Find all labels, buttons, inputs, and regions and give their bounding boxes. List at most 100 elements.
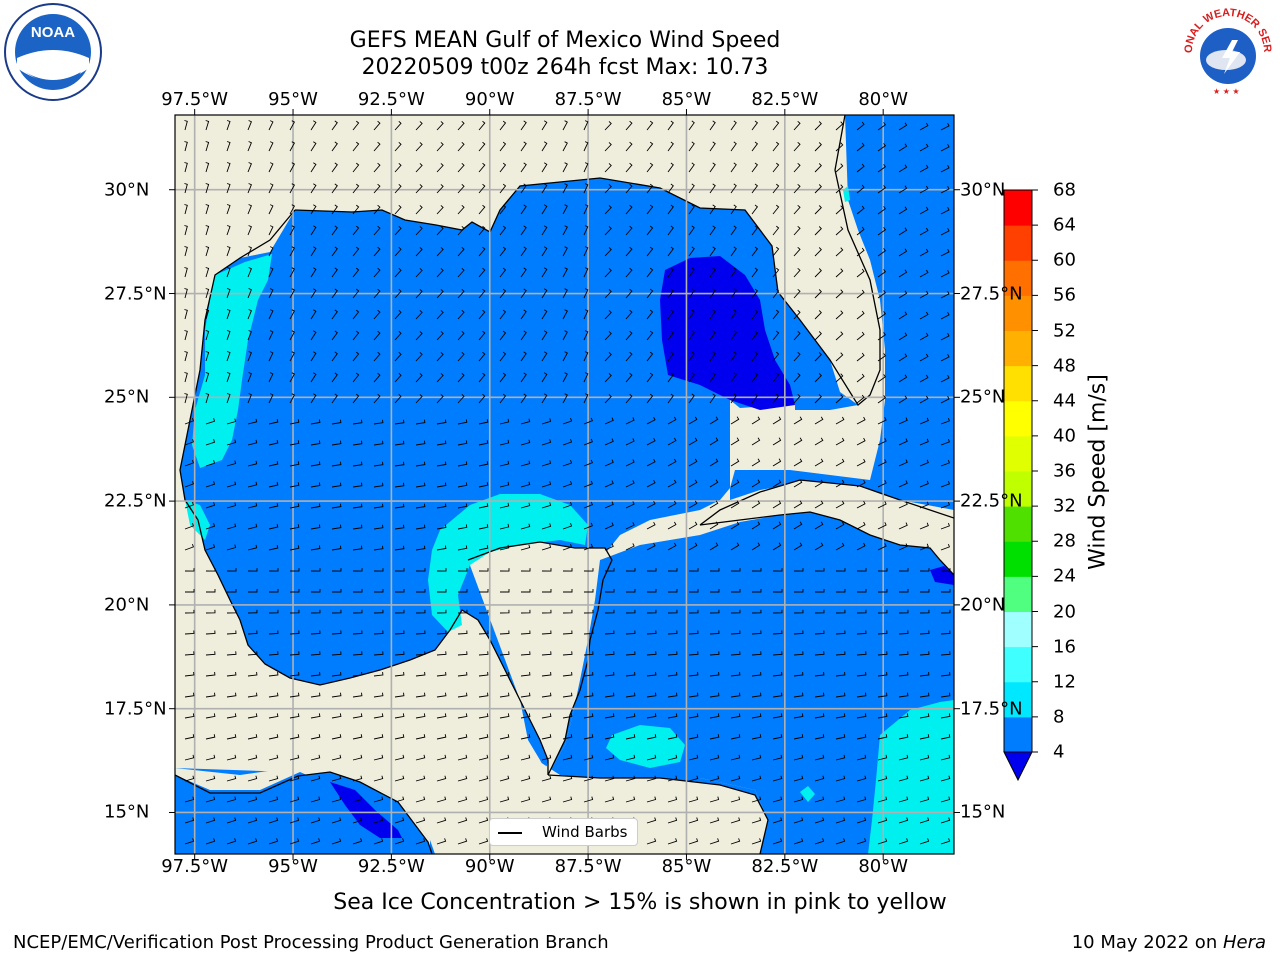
wind-barb: [520, 162, 527, 173]
wind-barb: [394, 372, 402, 383]
wind-barb: [394, 838, 405, 845]
wind-barb: [247, 225, 252, 236]
wind-barb: [815, 589, 825, 593]
wind-barb: [709, 692, 720, 698]
wind-barb: [373, 838, 384, 845]
wind-barb: [457, 204, 465, 215]
wind-barb: [877, 164, 887, 173]
wind-barb: [898, 164, 908, 173]
wind-barb: [289, 734, 300, 740]
wind-barb: [331, 545, 342, 551]
wind-barb: [394, 246, 402, 257]
wind-barb: [877, 143, 887, 152]
wind-barb: [310, 309, 317, 320]
wind-barb: [184, 713, 195, 719]
wind-barb: [541, 775, 552, 782]
wind-barb: [268, 141, 274, 152]
wind-barb: [940, 501, 950, 509]
wind-barb: [457, 351, 465, 362]
wind-barb: [331, 838, 342, 845]
wind-barb: [646, 754, 657, 761]
wind-barb: [689, 589, 699, 593]
wind-barb: [436, 121, 444, 131]
wind-barb: [730, 479, 740, 488]
wind-barb: [668, 589, 678, 593]
low-wind-zone-pacific: [330, 782, 402, 838]
wind-barb: [310, 630, 321, 635]
wind-barb: [919, 692, 930, 698]
wind-barb: [520, 246, 527, 257]
wind-barb: [751, 692, 762, 698]
wind-barb: [184, 671, 195, 677]
wind-barb: [289, 246, 296, 257]
wind-barb: [268, 460, 279, 467]
wind-barb: [646, 542, 656, 551]
wind-barb: [499, 309, 507, 320]
wind-barb: [373, 309, 381, 320]
colorbar-tick-label: 36: [1053, 460, 1076, 482]
wind-barb: [856, 394, 865, 404]
wind-barb: [793, 671, 804, 677]
wind-barb: [457, 141, 465, 152]
wind-barb: [268, 309, 274, 320]
wind-barb: [394, 568, 405, 572]
wind-barb: [751, 754, 762, 761]
wind-barb: [184, 817, 195, 824]
wind-barb: [310, 503, 321, 509]
wind-barb: [373, 351, 381, 362]
wind-barb: [751, 372, 759, 383]
wind-barb: [415, 692, 426, 698]
colorbar-segment: [1004, 681, 1032, 718]
wind-barb: [268, 183, 274, 194]
wind-barb: [289, 267, 296, 278]
colorbar-segment: [1004, 716, 1032, 753]
wind-barb: [772, 393, 780, 404]
wind-barb: [394, 330, 402, 341]
wind-barb: [499, 796, 510, 803]
wind-barb: [478, 288, 486, 299]
wind-barb: [667, 775, 678, 782]
wind-barb: [856, 184, 865, 194]
wind-barb: [289, 183, 296, 194]
wind-barb: [940, 568, 951, 572]
wind-barb: [751, 225, 759, 236]
wind-barb: [583, 351, 589, 362]
wind-barb: [499, 330, 507, 341]
wind-barb: [709, 309, 716, 320]
cuba-land: [700, 480, 954, 575]
wind-barb: [205, 817, 216, 824]
wind-barb: [877, 459, 887, 467]
wind-barb: [919, 522, 929, 530]
lon-label-top: 95°W: [268, 89, 318, 110]
wind-barb: [919, 143, 929, 152]
wind-barb: [688, 162, 695, 173]
wind-barb: [499, 372, 507, 383]
wind-barb: [877, 227, 887, 236]
wind-barb: [835, 796, 846, 803]
wind-barb: [583, 501, 593, 509]
wind-barb: [415, 440, 426, 446]
wind-barb: [878, 589, 888, 593]
caption: Sea Ice Concentration > 15% is shown in …: [333, 890, 947, 915]
wind-barb: [835, 651, 846, 656]
wind-barb: [793, 521, 803, 530]
wind-barb: [898, 501, 908, 509]
wind-barb: [478, 692, 489, 698]
wind-barb: [793, 734, 804, 740]
wind-barb: [877, 417, 887, 425]
wind-barb: [877, 374, 887, 383]
wind-barb: [331, 183, 338, 194]
wind-barb: [604, 796, 615, 803]
wind-barb: [646, 796, 657, 803]
lat-label-right: 30°N: [960, 179, 1006, 201]
wind-barb: [709, 246, 716, 257]
credit-text: NCEP/EMC/Verification Post Processing Pr…: [13, 932, 609, 953]
wind-barb: [331, 630, 342, 635]
wind-barb: [562, 162, 568, 173]
wind-barb: [604, 568, 615, 572]
wind-barb: [625, 309, 633, 320]
wind-barb: [877, 522, 887, 530]
wind-barb: [247, 734, 258, 740]
wind-barb: [940, 122, 950, 131]
wind-barb: [919, 568, 930, 572]
